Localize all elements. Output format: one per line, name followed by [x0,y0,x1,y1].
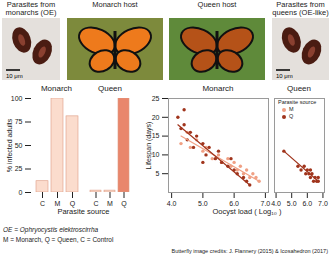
html-text:Butterfly image credits: J. Fl: Butterfly image credits: J. Flannery (20… [171,248,328,254]
html-text:Parasite source: Parasite source [278,99,317,105]
html-text:Oocyst load ( Log₁₀ ): Oocyst load ( Log₁₀ ) [212,207,282,216]
html-text:M = Monarch, Q = Queen, C = Co: M = Monarch, Q = Queen, C = Control [3,236,114,243]
svg-text:20: 20 [152,114,160,121]
svg-text:C: C [93,200,98,207]
html-text:OE = Ophryocystis elektroscirr: OE = Ophryocystis elektroscirrha [3,226,99,233]
svg-text:M: M [55,200,61,207]
svg-text:5.0: 5.0 [287,200,297,207]
svg-text:75: 75 [15,118,23,125]
svg-text:4.0: 4.0 [167,200,177,207]
svg-text:7.0: 7.0 [261,200,271,207]
html-text:M: M [289,106,294,112]
svg-text:6.0: 6.0 [302,200,312,207]
svg-text:M: M [107,200,113,207]
svg-text:5: 5 [156,170,160,177]
html-text:Parasites from monarchs (OE): Parasites from monarchs (OE) [5,0,57,17]
svg-text:4.0: 4.0 [271,200,281,207]
svg-text:7.0: 7.0 [318,200,328,207]
svg-text:10 μm: 10 μm [6,73,23,79]
svg-text:10 μm: 10 μm [276,73,293,79]
html-text:Parasites from queens (OE-like: Parasites from queens (OE-like) [272,0,329,17]
svg-text:100: 100 [11,95,23,102]
svg-text:15: 15 [152,132,160,139]
svg-text:0: 0 [19,189,23,196]
html-text:Queen: Queen [287,84,311,93]
html-text:Queen host: Queen host [197,0,237,9]
svg-text:C: C [40,200,45,207]
html-text:Parasite source: Parasite source [57,207,110,216]
svg-text:Q: Q [121,200,127,208]
svg-text:5.0: 5.0 [198,200,208,207]
svg-text:% infected adults: % infected adults [6,118,13,172]
svg-text:25: 25 [152,95,160,102]
svg-text:6.0: 6.0 [229,200,239,207]
html-text:Monarch: Monarch [202,84,234,93]
html-text:Monarch host: Monarch host [92,0,138,9]
svg-text:25: 25 [15,165,23,172]
svg-text:10: 10 [152,151,160,158]
html-text:Monarch: Monarch [40,84,73,93]
html-text:Q: Q [289,113,294,119]
svg-text:Q: Q [69,200,76,208]
svg-text:50: 50 [15,142,23,149]
html-text:Queen: Queen [98,84,122,93]
svg-text:Lifespan (days): Lifespan (days) [145,122,153,170]
